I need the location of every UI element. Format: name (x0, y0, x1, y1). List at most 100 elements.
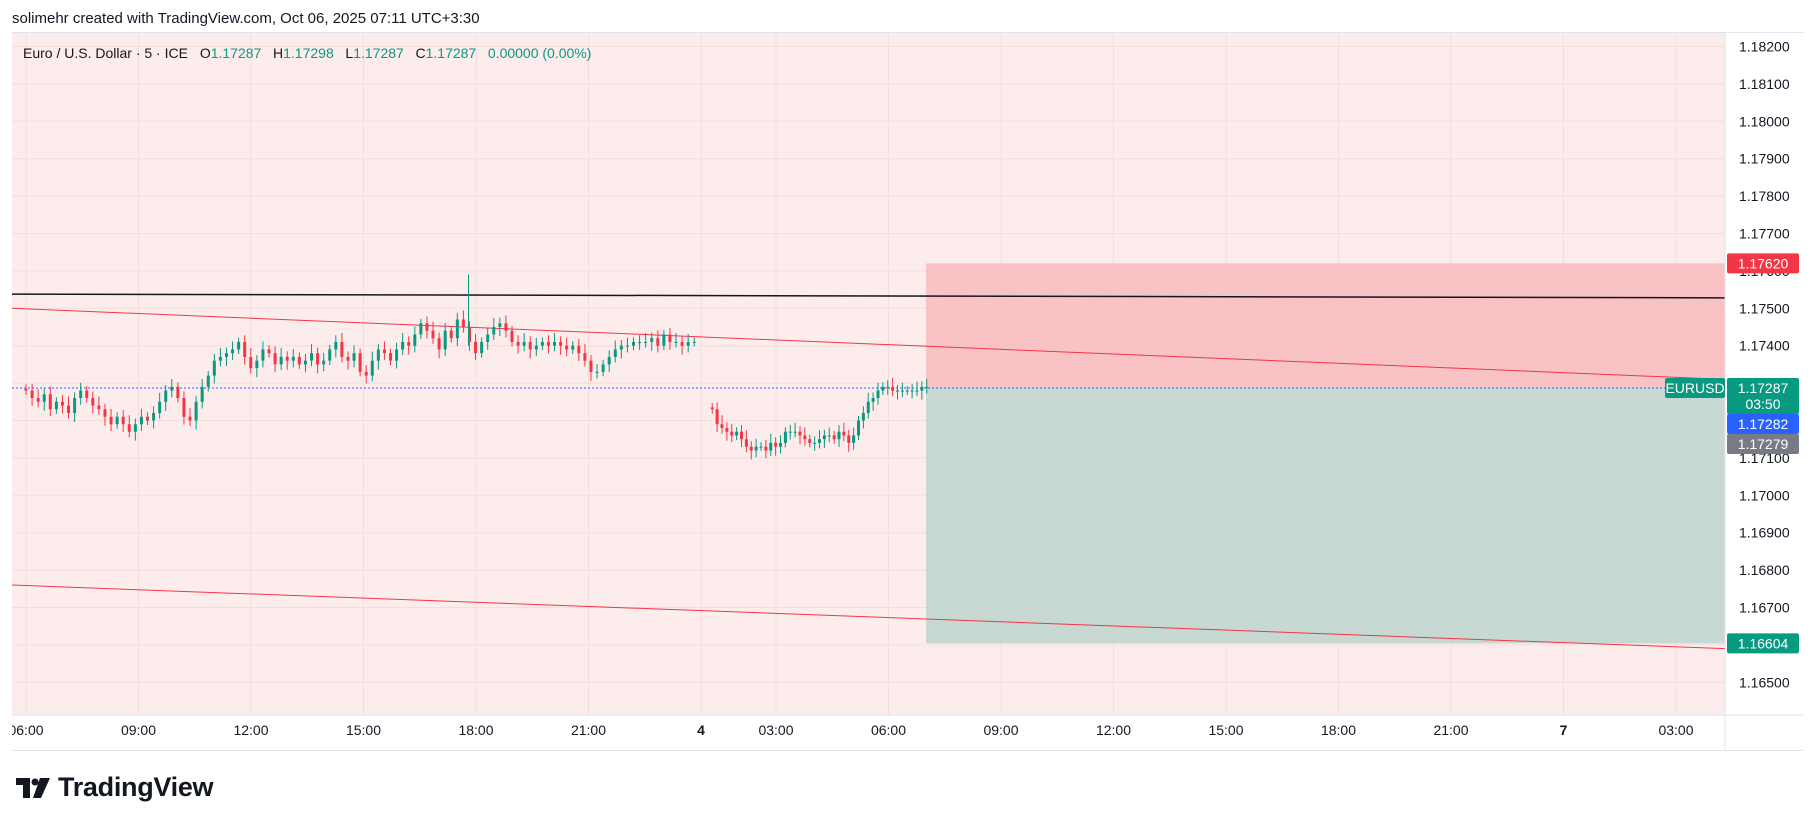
candle-body (803, 435, 807, 440)
price-tag-stop (1727, 253, 1799, 274)
candle-body (176, 386, 180, 399)
x-axis-tick-label: 03:00 (1658, 722, 1693, 738)
legend-low-value: 1.17287 (353, 45, 404, 61)
candle-body (346, 356, 350, 361)
candle-body (571, 345, 575, 350)
candle-body (866, 401, 870, 414)
candle-body (546, 341, 550, 346)
candle-body (822, 435, 826, 440)
x-axis-tick-label: 7 (1560, 722, 1568, 738)
candle-body (891, 386, 895, 391)
candle-body (91, 398, 95, 406)
x-axis-tick-label: 03:00 (758, 722, 793, 738)
x-axis-tick-label: 21:00 (1433, 722, 1468, 738)
candle-body (793, 431, 797, 433)
candle-body (759, 446, 763, 448)
candle-body (431, 330, 435, 339)
candle-body (328, 349, 332, 361)
candle-body (188, 416, 192, 421)
candle-body (358, 353, 362, 372)
candle-body (798, 431, 802, 436)
candle-body (779, 442, 782, 447)
candle-body (115, 416, 119, 425)
candle-body (735, 431, 739, 436)
candle-body (54, 401, 58, 410)
candle-body (920, 386, 924, 391)
candle-body (905, 390, 909, 392)
candle-body (60, 401, 64, 406)
candle-body (783, 431, 787, 443)
candle-body (243, 341, 247, 357)
candle-body (79, 390, 83, 399)
candle-body (847, 435, 851, 443)
candle-body (285, 356, 289, 361)
candle-body (42, 394, 46, 402)
legend-open-value: 1.17287 (210, 45, 262, 61)
candle-body (231, 349, 235, 354)
candle-body (754, 446, 758, 451)
price-tag-target (1727, 633, 1799, 654)
take-profit-zone (926, 387, 1725, 644)
candle-body (852, 435, 856, 443)
candle-body (212, 360, 216, 376)
symbol-tag (1665, 377, 1725, 398)
candle-body (619, 345, 623, 350)
candle-body (832, 435, 836, 440)
tradingview-logo[interactable]: TradingView (16, 772, 214, 803)
candle-body (818, 439, 821, 443)
candle-body (674, 341, 678, 343)
candle-body (382, 349, 386, 354)
candle-body (407, 341, 411, 346)
candle-body (886, 386, 890, 388)
candle-body (764, 446, 768, 451)
x-axis-tick-label: 15:00 (346, 722, 381, 738)
candle-body (896, 390, 899, 392)
x-axis-tick-label: 18:00 (1321, 722, 1356, 738)
y-axis-tick-label: 1.16900 (1739, 525, 1790, 541)
price-tag-stop-value: 1.17620 (1738, 255, 1789, 271)
candle-body (740, 431, 743, 440)
legend-symbol[interactable]: Euro / U.S. Dollar · 5 · ICE (23, 45, 188, 61)
x-axis-tick-label: 06:00 (871, 722, 906, 738)
candle-body (437, 338, 441, 350)
candle-body (715, 409, 719, 425)
candle-body (121, 416, 125, 425)
candle-body (36, 398, 40, 402)
candle-body (925, 386, 929, 388)
candle-body (522, 341, 526, 346)
legend-change: 0.00000 (0.00%) (487, 45, 592, 61)
y-axis-tick-label: 1.18200 (1739, 38, 1790, 54)
candle-body (97, 405, 101, 410)
chart-frame[interactable]: 1.18200 1.18100 1.18000 1.17900 1.17800 1.177… (12, 32, 1803, 751)
candle-body (182, 398, 186, 417)
candle-body (303, 360, 307, 365)
candle-body (395, 349, 399, 361)
candle-body (788, 431, 792, 433)
candle-body (474, 341, 478, 354)
candle-body (583, 353, 587, 361)
symbol-tag-label: EURUSD (1665, 380, 1724, 396)
x-axis-tick-label: 15:00 (1208, 722, 1243, 738)
candle-body (376, 349, 380, 361)
channel-upper-line (12, 307, 1726, 380)
candle-body (170, 386, 174, 391)
x-axis-tick-label: 12:00 (233, 722, 268, 738)
resistance-line (12, 293, 1726, 299)
candle-body (249, 356, 253, 369)
candle-body (486, 334, 490, 342)
candle-body (297, 356, 301, 365)
price-chart[interactable]: 1.18200 1.18100 1.18000 1.17900 1.17800 1.177… (12, 33, 1803, 750)
candle-body (510, 330, 514, 342)
candle-body (480, 341, 484, 354)
candle-body (650, 338, 654, 342)
candle-body (504, 323, 508, 331)
x-axis-tick-label: 18:00 (458, 722, 493, 738)
candle-body (206, 375, 210, 387)
candle-body (692, 341, 696, 343)
candle-body (613, 349, 617, 357)
candle-body (267, 349, 271, 354)
candle-body (720, 424, 724, 428)
candle-body (224, 353, 228, 357)
price-tag-target-value: 1.16604 (1738, 635, 1789, 651)
candle-body (467, 326, 471, 342)
